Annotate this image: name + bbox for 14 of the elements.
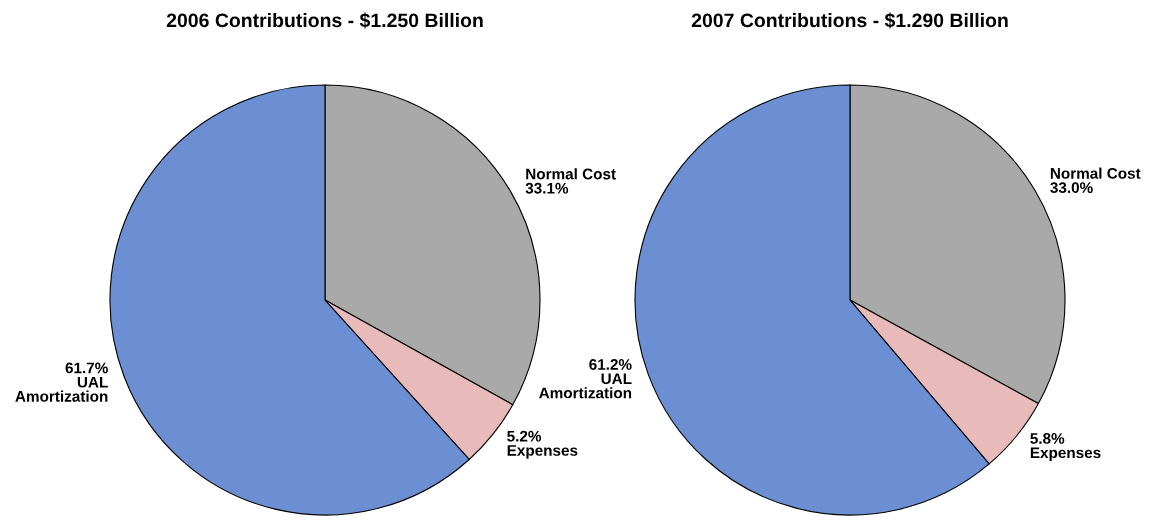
data-label: 5.8% <box>1030 433 1065 444</box>
data-label: 61.7% <box>65 362 108 374</box>
slice-label: Normal Cost <box>1050 167 1141 179</box>
data-label: 61.2% <box>589 359 632 370</box>
slice-label: Expenses <box>507 445 578 459</box>
chart-title: 2006 Contributions - $1.250 Billion <box>166 12 483 29</box>
data-label: 5.2% <box>507 430 542 442</box>
slice-label: UAL Amortization <box>539 373 632 399</box>
data-label: 33.1% <box>525 182 569 194</box>
slice-label: Normal Cost <box>526 168 616 180</box>
slice-label: Expenses <box>1030 447 1101 462</box>
data-label: 33.0% <box>1050 182 1093 194</box>
chart-title: 2007 Contributions - $1.290 Billion <box>691 12 1008 29</box>
slice-label: UAL Amortization <box>15 376 108 402</box>
